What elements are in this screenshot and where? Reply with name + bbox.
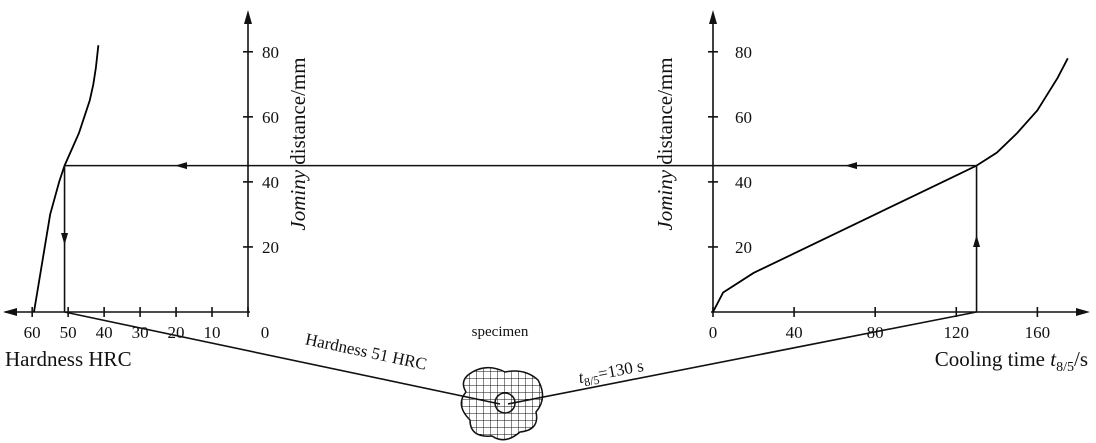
x-tick-label: 120 — [944, 323, 970, 342]
y-label-rest: distance/mm — [653, 57, 677, 170]
cooling-reading-label: t8/5=130 s — [577, 356, 646, 390]
x-label-text: Cooling time — [935, 347, 1051, 371]
y-axis-label: Jominy distance/mm — [653, 57, 677, 230]
x-axis-arrow — [1076, 308, 1090, 316]
y-tick-label: 80 — [735, 43, 752, 62]
y-tick-label: 60 — [735, 108, 752, 127]
y-axis-arrow — [709, 10, 717, 24]
y-label-italic: Jominy — [653, 169, 677, 230]
x-label-unit: /s — [1074, 347, 1088, 371]
x-tick-label: 20 — [168, 323, 185, 342]
y-label-italic: Jominy — [286, 169, 310, 230]
x-label-sub: 8/5 — [1056, 360, 1074, 375]
x-tick-label: 50 — [60, 323, 77, 342]
x-axis-arrow — [3, 308, 17, 316]
x-tick-label: 0 — [709, 323, 718, 342]
y-tick-label: 20 — [262, 238, 279, 257]
curve — [33, 45, 100, 313]
connector — [64, 311, 501, 405]
y-tick-label: 40 — [735, 173, 752, 192]
flow-arrow — [845, 162, 857, 170]
specimen-shape — [460, 366, 544, 441]
flow-arrow — [61, 233, 69, 245]
y-tick-label: 20 — [735, 238, 752, 257]
y-tick-label: 60 — [262, 108, 279, 127]
x-label-var: t — [1050, 347, 1057, 371]
flow-arrow — [973, 235, 981, 247]
y-label-rest: distance/mm — [286, 57, 310, 170]
y-tick-label: 80 — [262, 43, 279, 62]
x-tick-label: 40 — [96, 323, 113, 342]
x-tick-label: 30 — [132, 323, 149, 342]
y-axis-arrow — [244, 10, 252, 24]
x-tick-label: 60 — [24, 323, 41, 342]
specimen-label: specimen — [472, 324, 529, 340]
curve — [712, 57, 1069, 313]
cooling-var: t — [577, 367, 587, 387]
x-tick-label: 0 — [261, 323, 270, 342]
cooling-sub: 8/5 — [583, 373, 601, 390]
x-tick-label: 40 — [786, 323, 803, 342]
x-tick-label: 160 — [1025, 323, 1051, 342]
y-axis-label: Jominy distance/mm — [286, 57, 310, 230]
flow-arrow — [175, 162, 187, 170]
x-axis-label: Hardness HRC — [5, 347, 132, 371]
x-axis-label: Cooling time t8/5/s — [935, 347, 1088, 375]
connector — [507, 311, 977, 405]
y-tick-label: 40 — [262, 173, 279, 192]
x-tick-label: 10 — [204, 323, 221, 342]
